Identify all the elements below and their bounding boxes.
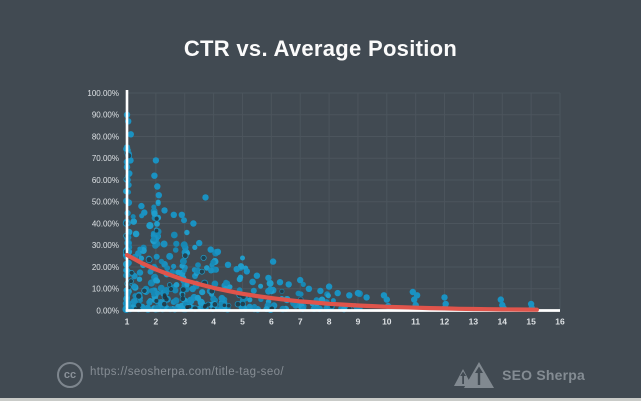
svg-text:10: 10	[382, 317, 392, 327]
svg-text:6: 6	[269, 317, 274, 327]
svg-text:14: 14	[498, 317, 508, 327]
footer: cc https://seosherpa.com/title-tag-seo/ …	[0, 359, 641, 393]
svg-text:100.00%: 100.00%	[87, 89, 119, 98]
svg-text:11: 11	[411, 317, 420, 327]
svg-text:8: 8	[327, 317, 332, 327]
svg-text:50.00%: 50.00%	[92, 198, 119, 207]
svg-text:60.00%: 60.00%	[92, 176, 119, 185]
svg-text:15: 15	[526, 317, 536, 327]
svg-text:7: 7	[298, 317, 303, 327]
svg-text:1: 1	[125, 317, 130, 327]
svg-text:12: 12	[440, 317, 450, 327]
svg-text:4: 4	[211, 317, 216, 327]
svg-text:9: 9	[356, 317, 361, 327]
cc-label: cc	[63, 368, 77, 381]
scatter-overlap-speckles	[123, 151, 352, 312]
svg-text:40.00%: 40.00%	[92, 219, 119, 228]
brand-logo: SEO Sherpa	[452, 359, 585, 391]
svg-text:80.00%: 80.00%	[92, 132, 119, 141]
trend-line	[124, 252, 540, 312]
svg-text:2: 2	[153, 317, 158, 327]
svg-text:5: 5	[240, 317, 245, 327]
source-url: https://seosherpa.com/title-tag-seo/	[90, 366, 285, 378]
svg-text:70.00%: 70.00%	[92, 154, 119, 163]
svg-text:13: 13	[469, 317, 479, 327]
bottom-edge-strip	[0, 398, 641, 401]
svg-text:20.00%: 20.00%	[92, 263, 119, 272]
x-axis-tick-labels: 1 2 3 4 5 6 7 8 9 10 11 12 13 14 15 16	[125, 317, 565, 327]
creative-commons-icon: cc	[57, 362, 83, 388]
svg-text:30.00%: 30.00%	[92, 241, 119, 250]
svg-text:90.00%: 90.00%	[92, 111, 119, 120]
svg-text:0.00%: 0.00%	[96, 306, 119, 315]
svg-text:16: 16	[555, 317, 565, 327]
svg-text:3: 3	[182, 317, 187, 327]
brand-name: SEO Sherpa	[502, 367, 585, 383]
svg-text:10.00%: 10.00%	[92, 285, 119, 294]
gridlines	[126, 92, 561, 311]
y-axis-tick-labels: 0.00% 10.00% 20.00% 30.00% 40.00% 50.00% 60.00…	[87, 89, 119, 315]
mountain-logo-icon	[454, 362, 495, 388]
chart-title: CTR vs. Average Position	[183, 35, 458, 61]
